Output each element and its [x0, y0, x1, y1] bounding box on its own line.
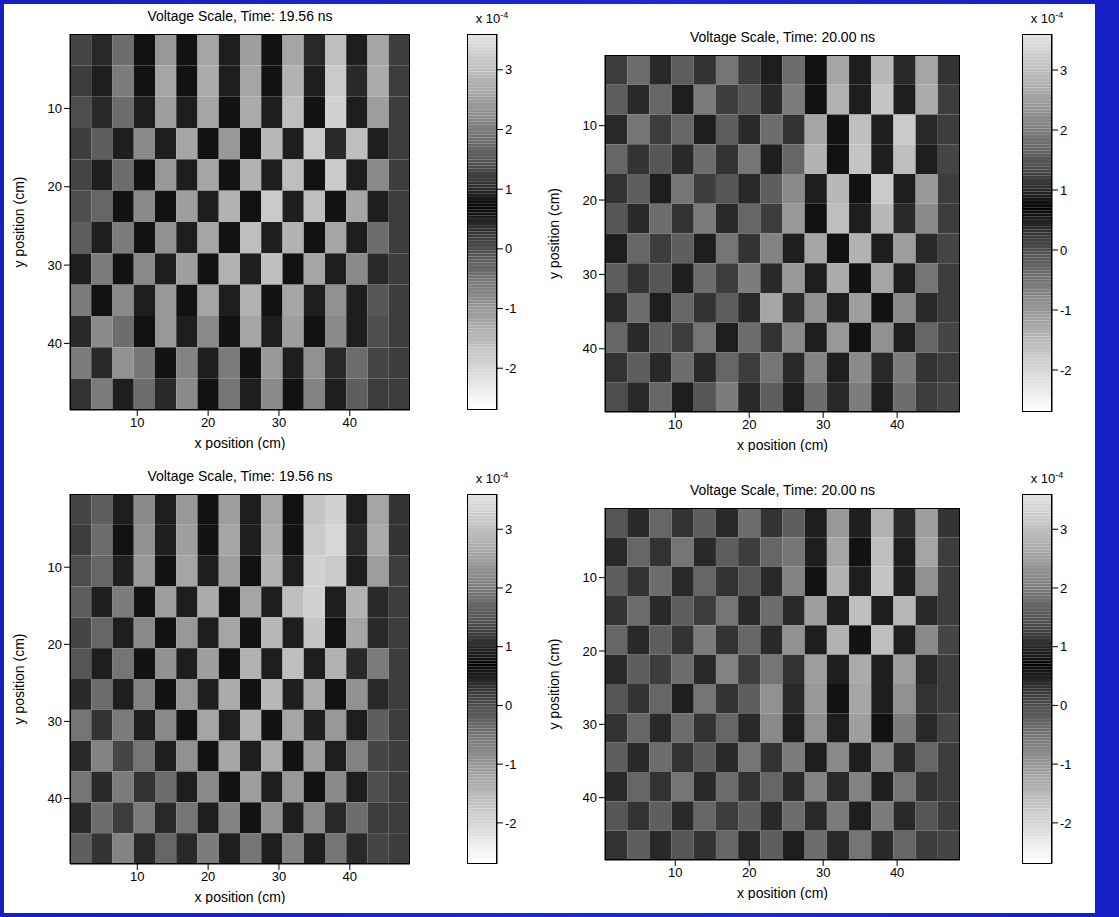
- svg-text:x position (cm): x position (cm): [737, 885, 828, 900]
- svg-text:1: 1: [505, 182, 512, 197]
- svg-text:30: 30: [272, 415, 286, 430]
- svg-text:30: 30: [583, 717, 597, 732]
- svg-text:0: 0: [505, 241, 512, 256]
- svg-text:20: 20: [201, 869, 215, 884]
- svg-text:-1: -1: [505, 301, 517, 316]
- svg-text:2: 2: [1060, 581, 1067, 596]
- svg-text:y position (cm): y position (cm): [11, 633, 27, 724]
- svg-text:10: 10: [48, 101, 62, 116]
- svg-text:10: 10: [668, 417, 682, 432]
- html-text:Voltage Scale, Time: 19.56 ns: Voltage Scale, Time: 19.56 ns: [147, 8, 333, 24]
- svg-text:20: 20: [48, 637, 62, 652]
- svg-text:20: 20: [48, 179, 62, 194]
- svg-text:1: 1: [505, 639, 512, 654]
- html-text:Voltage Scale, Time: 20.00 ns: Voltage Scale, Time: 20.00 ns: [689, 29, 876, 45]
- svg-text:10: 10: [583, 570, 597, 585]
- svg-text:10: 10: [130, 415, 144, 430]
- svg-text:y position (cm): y position (cm): [546, 188, 562, 279]
- svg-text:20: 20: [583, 193, 597, 208]
- svg-text:0: 0: [505, 698, 512, 713]
- svg-text:-2: -2: [505, 361, 517, 376]
- svg-text:-2: -2: [1060, 363, 1072, 378]
- svg-text:10: 10: [668, 865, 682, 880]
- svg-text:-1: -1: [1060, 303, 1072, 318]
- svg-text:40: 40: [583, 790, 597, 805]
- svg-text:30: 30: [816, 417, 830, 432]
- svg-text:x position (cm): x position (cm): [737, 437, 828, 452]
- svg-text:20: 20: [742, 865, 756, 880]
- svg-text:30: 30: [48, 714, 62, 729]
- svg-text:40: 40: [583, 341, 597, 356]
- svg-text:2: 2: [505, 122, 512, 137]
- html-text:x 10-4: x 10-4: [475, 470, 509, 487]
- svg-text:-2: -2: [505, 816, 517, 831]
- svg-text:y position (cm): y position (cm): [11, 176, 27, 267]
- svg-text:3: 3: [1060, 522, 1067, 537]
- svg-text:0: 0: [1060, 243, 1067, 258]
- svg-text:10: 10: [583, 118, 597, 133]
- html-text:x 10-4: x 10-4: [475, 10, 509, 27]
- svg-text:30: 30: [583, 267, 597, 282]
- svg-text:3: 3: [505, 522, 512, 537]
- html-text:x 10-4: x 10-4: [1030, 470, 1064, 487]
- svg-text:20: 20: [742, 417, 756, 432]
- svg-text:40: 40: [890, 865, 904, 880]
- svg-text:3: 3: [505, 62, 512, 77]
- svg-text:40: 40: [343, 869, 357, 884]
- svg-text:40: 40: [48, 336, 62, 351]
- svg-text:x position (cm): x position (cm): [194, 889, 285, 904]
- svg-text:30: 30: [816, 865, 830, 880]
- svg-text:-2: -2: [1060, 816, 1072, 831]
- svg-text:1: 1: [1060, 639, 1067, 654]
- svg-text:0: 0: [1060, 698, 1067, 713]
- svg-text:3: 3: [1060, 63, 1067, 78]
- svg-text:40: 40: [890, 417, 904, 432]
- svg-text:40: 40: [343, 415, 357, 430]
- svg-text:2: 2: [505, 581, 512, 596]
- svg-text:20: 20: [201, 415, 215, 430]
- svg-text:10: 10: [130, 869, 144, 884]
- svg-text:30: 30: [48, 258, 62, 273]
- svg-text:y position (cm): y position (cm): [546, 638, 562, 729]
- svg-text:40: 40: [48, 791, 62, 806]
- svg-text:1: 1: [1060, 183, 1067, 198]
- svg-text:10: 10: [48, 560, 62, 575]
- svg-text:2: 2: [1060, 123, 1067, 138]
- svg-text:-1: -1: [1060, 757, 1072, 772]
- svg-text:20: 20: [583, 644, 597, 659]
- html-text:Voltage Scale, Time: 20.00 ns: Voltage Scale, Time: 20.00 ns: [689, 482, 876, 498]
- svg-text:x position (cm): x position (cm): [194, 435, 285, 450]
- svg-text:30: 30: [272, 869, 286, 884]
- html-text:Voltage Scale, Time: 19.56 ns: Voltage Scale, Time: 19.56 ns: [147, 468, 333, 484]
- html-text:x 10-4: x 10-4: [1030, 10, 1064, 27]
- svg-text:-1: -1: [505, 757, 517, 772]
